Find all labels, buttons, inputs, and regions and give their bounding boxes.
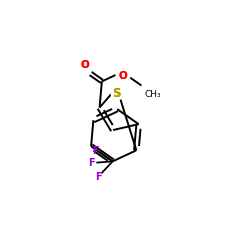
Text: S: S: [112, 87, 121, 100]
Text: F: F: [88, 158, 95, 168]
Text: F: F: [95, 172, 102, 182]
Text: O: O: [80, 60, 89, 70]
Text: O: O: [80, 60, 89, 70]
Text: O: O: [119, 71, 128, 81]
Text: S: S: [112, 87, 121, 100]
Text: CH₃: CH₃: [144, 90, 161, 99]
Text: F: F: [92, 146, 99, 156]
Text: O: O: [119, 71, 128, 81]
